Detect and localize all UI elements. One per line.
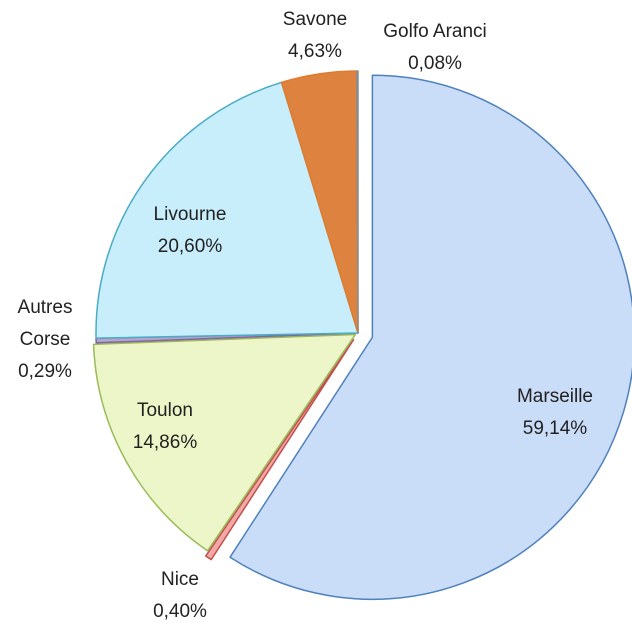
pie-slice	[95, 81, 359, 339]
category-label: Livourne	[153, 204, 227, 225]
slice-label: Marseille 59,14%	[517, 381, 593, 445]
value-label: 4,63%	[288, 41, 342, 62]
slice-label: Livourne 20,60%	[154, 199, 227, 263]
category-label: Autres Corse	[17, 297, 73, 350]
slice-label: Savone 4,63%	[283, 4, 347, 68]
value-label: 14,86%	[132, 432, 198, 453]
slice-label: Nice 0,40%	[153, 564, 207, 628]
pie-slice	[355, 70, 359, 334]
category-label: Savone	[282, 9, 348, 30]
value-label: 0,29%	[18, 361, 72, 382]
category-label: Marseille	[516, 386, 594, 407]
category-label: Nice	[160, 569, 199, 590]
pie-slice	[229, 74, 632, 600]
pie-slice	[92, 333, 357, 552]
category-label: Toulon	[136, 400, 193, 421]
value-label: 59,14%	[522, 418, 588, 439]
pie-slice	[205, 338, 355, 561]
slice-label: Autres Corse 0,29%	[10, 292, 80, 388]
value-label: 20,60%	[157, 236, 223, 257]
value-label: 0,40%	[153, 601, 207, 622]
slice-label: Toulon 14,86%	[133, 395, 197, 459]
category-label: Golfo Aranci	[383, 21, 487, 42]
slice-label: Golfo Aranci 0,08%	[383, 16, 487, 80]
value-label: 0,08%	[408, 53, 462, 74]
